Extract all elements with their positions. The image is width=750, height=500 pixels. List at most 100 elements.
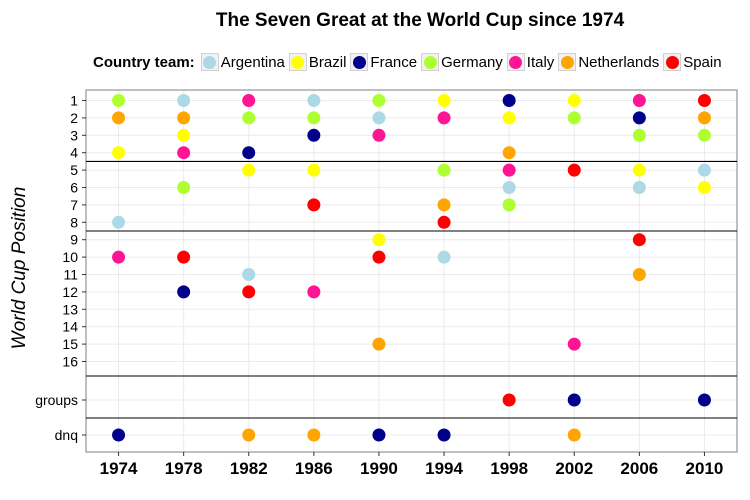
data-point-brazil xyxy=(632,163,646,177)
data-point-brazil xyxy=(177,128,191,142)
data-point-germany xyxy=(632,128,646,142)
data-point-brazil xyxy=(242,163,256,177)
data-point-germany xyxy=(242,111,256,125)
data-point-italy xyxy=(242,94,256,107)
data-point-germany xyxy=(112,94,126,107)
data-point-brazil xyxy=(567,94,581,107)
data-point-spain xyxy=(567,163,581,177)
data-point-germany xyxy=(567,111,581,125)
legend-label: France xyxy=(370,53,418,71)
data-point-argentina xyxy=(372,111,386,125)
data-point-brazil xyxy=(502,111,516,125)
data-point-italy xyxy=(567,337,581,351)
y-tick-label: 11 xyxy=(63,267,78,283)
legend-label: Germany xyxy=(441,53,503,71)
data-point-argentina xyxy=(437,250,451,264)
data-point-brazil xyxy=(697,181,711,194)
y-tick-label: 7 xyxy=(70,197,78,213)
legend-label: Argentina xyxy=(220,53,285,71)
data-point-argentina xyxy=(502,181,516,194)
y-tick-label: 4 xyxy=(70,145,78,161)
data-point-netherlands xyxy=(502,146,516,160)
data-point-spain xyxy=(242,285,256,299)
data-point-argentina xyxy=(697,163,711,177)
data-point-france xyxy=(567,393,581,407)
x-tick-label: 1998 xyxy=(490,459,528,478)
data-point-france xyxy=(242,146,256,160)
data-point-italy xyxy=(502,163,516,177)
x-tick-label: 1974 xyxy=(100,459,138,478)
legend-item-italy: Italy xyxy=(506,53,555,71)
data-point-argentina xyxy=(632,181,646,194)
data-point-argentina xyxy=(177,94,191,107)
legend-item-spain: Spain xyxy=(663,53,722,71)
legend-item-france: France xyxy=(350,53,417,71)
data-point-netherlands xyxy=(112,111,126,125)
data-point-netherlands xyxy=(697,111,711,125)
x-tick-label: 1986 xyxy=(295,459,333,478)
legend-key xyxy=(506,53,525,71)
legend-item-argentina: Argentina xyxy=(200,53,285,71)
y-tick-label: 1 xyxy=(70,93,78,109)
data-point-germany xyxy=(502,198,516,212)
y-tick-label: 3 xyxy=(70,127,78,143)
legend-title: Country team: xyxy=(93,53,195,71)
data-point-brazil xyxy=(112,146,126,160)
y-tick-label: 9 xyxy=(70,232,78,248)
data-point-spain xyxy=(372,250,386,264)
data-point-germany xyxy=(697,128,711,142)
data-point-argentina xyxy=(112,215,126,229)
legend-label: Netherlands xyxy=(578,53,660,71)
data-point-france xyxy=(372,428,386,442)
data-point-brazil xyxy=(437,94,451,107)
data-point-france xyxy=(632,111,646,125)
data-point-brazil xyxy=(307,163,321,177)
data-point-netherlands xyxy=(632,268,646,281)
plot-border xyxy=(85,89,738,453)
legend-dot-icon xyxy=(203,55,217,69)
chart-legend: Country team: Argentina Brazil France Germa… xyxy=(93,52,726,72)
data-point-italy xyxy=(307,285,321,299)
data-point-italy xyxy=(177,146,191,160)
y-tick-label: 13 xyxy=(62,301,78,317)
legend-key xyxy=(663,53,682,71)
y-axis-label: World Cup Position xyxy=(9,186,30,350)
data-point-germany xyxy=(372,94,386,107)
data-point-italy xyxy=(112,250,126,264)
y-tick-label: groups xyxy=(35,392,78,408)
data-point-germany xyxy=(437,163,451,177)
data-point-italy xyxy=(372,128,386,142)
x-tick-label: 2006 xyxy=(620,459,658,478)
data-point-argentina xyxy=(242,268,256,281)
data-point-netherlands xyxy=(372,337,386,351)
x-tick-label: 1990 xyxy=(360,459,398,478)
data-point-germany xyxy=(307,111,321,125)
data-point-france xyxy=(307,128,321,142)
legend-label: Italy xyxy=(526,53,555,71)
data-point-spain xyxy=(502,393,516,407)
data-point-italy xyxy=(437,111,451,125)
data-point-argentina xyxy=(307,94,321,107)
legend-item-brazil: Brazil xyxy=(288,53,346,71)
data-point-germany xyxy=(177,181,191,194)
legend-item-netherlands: Netherlands xyxy=(558,53,659,71)
data-point-brazil xyxy=(372,233,386,247)
legend-item-germany: Germany xyxy=(421,53,503,71)
chart-title: The Seven Great at the World Cup since 1… xyxy=(215,10,625,31)
data-point-spain xyxy=(632,233,646,247)
legend-key xyxy=(558,53,577,71)
data-point-spain xyxy=(177,250,191,264)
data-point-spain xyxy=(697,94,711,107)
y-tick-label: 14 xyxy=(62,319,78,335)
data-point-france xyxy=(177,285,191,299)
x-tick-label: 1994 xyxy=(425,459,463,478)
data-point-france xyxy=(697,393,711,407)
data-point-italy xyxy=(632,94,646,107)
data-point-france xyxy=(502,94,516,107)
y-tick-label: 12 xyxy=(62,284,78,300)
y-tick-label: 10 xyxy=(62,249,78,265)
legend-dot-icon xyxy=(352,55,366,69)
legend-dot-icon xyxy=(509,55,523,69)
y-tick-label: 15 xyxy=(62,336,78,352)
